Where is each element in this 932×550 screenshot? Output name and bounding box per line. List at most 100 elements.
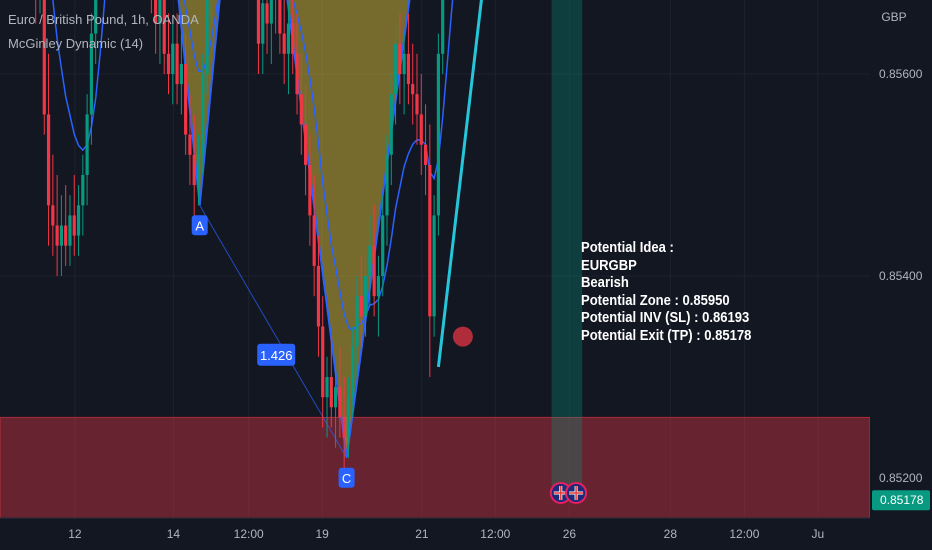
candle-body <box>312 215 316 266</box>
candle <box>171 23 175 105</box>
candle-body <box>256 0 261 44</box>
candle-body <box>419 114 423 145</box>
candle-body <box>278 0 282 34</box>
candle-body <box>196 154 201 186</box>
idea-line: Potential Idea : <box>581 240 674 256</box>
idea-line: Potential Zone : 0.85950 <box>581 292 730 309</box>
point-label-a: A <box>191 215 208 236</box>
candlesticks <box>35 0 445 468</box>
candle <box>188 94 192 186</box>
candle <box>68 195 72 266</box>
candle-body <box>381 215 385 276</box>
candle <box>175 13 179 105</box>
candle <box>275 0 277 34</box>
candle-body <box>316 265 321 327</box>
candle <box>291 0 295 74</box>
candle-body <box>359 296 363 317</box>
candle <box>76 185 81 256</box>
red-dot-left <box>452 326 473 347</box>
candle-body <box>261 3 265 44</box>
candle-body <box>428 164 432 317</box>
time-axis-bg <box>0 518 870 550</box>
candle <box>269 0 273 64</box>
candle <box>398 13 402 105</box>
x-tick-label: 12:00 <box>234 527 264 541</box>
candle-body <box>85 114 89 175</box>
candle <box>282 0 286 85</box>
candle <box>355 276 359 377</box>
short-position-tool[interactable] <box>551 0 583 501</box>
candle <box>295 13 299 115</box>
candle-body <box>166 53 171 74</box>
point-label-box <box>338 467 355 488</box>
candle <box>316 235 321 357</box>
candle-body <box>59 225 64 246</box>
candle-body <box>51 205 55 226</box>
candle <box>406 13 411 105</box>
x-tick-label: 21 <box>415 527 429 541</box>
candle <box>265 0 269 54</box>
bcd-triangle <box>287 0 410 458</box>
candle <box>51 154 55 256</box>
candle-body <box>94 0 98 34</box>
candle-body <box>158 0 162 24</box>
candle <box>261 0 265 74</box>
candle <box>162 0 166 74</box>
x-tick-label: 12:00 <box>480 527 510 541</box>
candle <box>441 0 445 74</box>
candle <box>286 3 291 95</box>
candle <box>59 195 64 276</box>
candle <box>363 255 368 337</box>
candle <box>389 74 393 186</box>
y-tick-label-partial: 0.85200 <box>879 471 923 485</box>
pattern-point-labels: XABCD <box>191 215 355 488</box>
candle-body <box>363 276 368 317</box>
candle <box>419 74 423 175</box>
candle <box>205 0 209 95</box>
candle-body <box>205 0 209 75</box>
candle <box>329 336 333 428</box>
candle <box>166 13 171 95</box>
take-profit-area <box>551 0 583 501</box>
candle-body <box>81 175 85 206</box>
candle-body <box>389 94 393 155</box>
symbol-title: Euro / British Pound, 1h, OANDA <box>8 12 199 27</box>
point-label-c: C <box>338 467 355 488</box>
candle-body <box>162 0 166 54</box>
candle <box>415 53 419 145</box>
candle <box>436 33 440 236</box>
candle-body <box>269 0 273 24</box>
candle-body <box>55 225 59 246</box>
candle <box>423 104 428 196</box>
candle-body <box>393 43 398 95</box>
candle-body <box>72 215 76 236</box>
indicator-title: McGinley Dynamic (14) <box>8 36 144 51</box>
candle-body <box>299 94 303 125</box>
candle <box>256 0 261 74</box>
candle-body <box>179 63 183 85</box>
trendline[interactable] <box>436 0 563 368</box>
highlight-circles <box>452 326 473 347</box>
point-label-text: A <box>195 218 204 233</box>
candle-body <box>376 276 381 297</box>
candle-body <box>432 215 436 317</box>
ratio-label-box <box>257 343 296 366</box>
candle-body <box>423 144 428 165</box>
candle <box>64 185 68 266</box>
candle-body <box>342 417 346 438</box>
y-tick-label: 0.85600 <box>879 67 923 81</box>
event-flags[interactable] <box>549 482 588 504</box>
candle-body <box>184 63 188 135</box>
candle-body <box>265 3 269 24</box>
candle-body <box>286 23 291 54</box>
candle <box>308 134 312 246</box>
time-axis[interactable]: 12 14 12:00 19 21 12:00 26 28 12:00 Ju <box>0 517 870 550</box>
candle <box>325 356 329 438</box>
x-tick-label: 19 <box>315 527 329 541</box>
price-axis[interactable]: GBP0.854000.856000.858000.864000.852000.… <box>870 0 932 550</box>
x-tick-label: 14 <box>167 527 181 541</box>
candle <box>321 296 325 428</box>
candle-body <box>368 245 372 276</box>
candle-body <box>325 377 329 398</box>
